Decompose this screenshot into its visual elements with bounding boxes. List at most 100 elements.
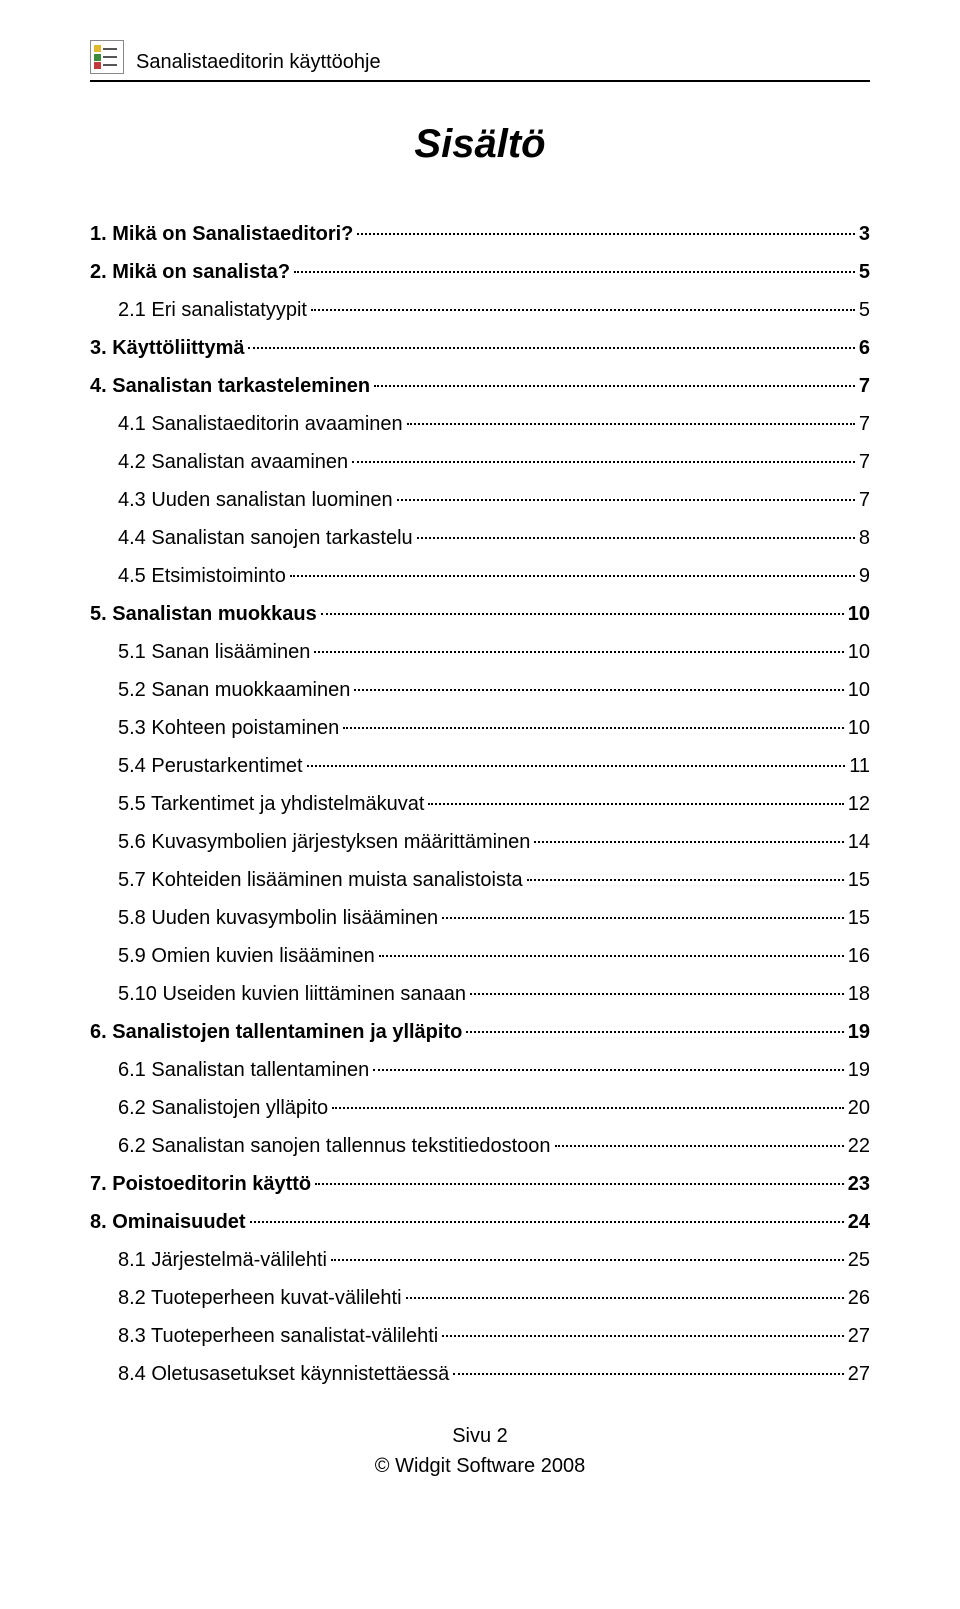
- toc-page-number: 10: [848, 635, 870, 669]
- toc-dots: [453, 1373, 843, 1375]
- toc-page-number: 15: [848, 863, 870, 897]
- toc-label: 5.4 Perustarkentimet: [118, 749, 303, 783]
- toc-entry: 5. Sanalistan muokkaus 10: [90, 597, 870, 631]
- toc-label: 6.1 Sanalistan tallentaminen: [118, 1053, 369, 1087]
- toc-label: 8. Ominaisuudet: [90, 1205, 246, 1239]
- toc-label: 5.6 Kuvasymbolien järjestyksen määrittäm…: [118, 825, 530, 859]
- toc-label: 8.1 Järjestelmä-välilehti: [118, 1243, 327, 1277]
- toc-label: 2. Mikä on sanalista?: [90, 255, 290, 289]
- toc-dots: [248, 347, 854, 349]
- toc-entry: 2. Mikä on sanalista? 5: [90, 255, 870, 289]
- toc-label: 4.2 Sanalistan avaaminen: [118, 445, 348, 479]
- app-logo: [90, 40, 124, 74]
- toc-dots: [343, 727, 843, 729]
- logo-square: [94, 54, 101, 61]
- toc-page-number: 10: [848, 711, 870, 745]
- logo-square: [94, 45, 101, 52]
- toc-entry: 5.7 Kohteiden lisääminen muista sanalist…: [90, 863, 870, 897]
- header-bar: Sanalistaeditorin käyttöohje: [90, 40, 870, 82]
- toc-label: 5.10 Useiden kuvien liittäminen sanaan: [118, 977, 466, 1011]
- logo-row: [94, 45, 120, 52]
- toc-label: 5.9 Omien kuvien lisääminen: [118, 939, 375, 973]
- toc-dots: [428, 803, 843, 805]
- toc-label: 5.3 Kohteen poistaminen: [118, 711, 339, 745]
- toc-entry: 3. Käyttöliittymä 6: [90, 331, 870, 365]
- toc-label: 5.5 Tarkentimet ja yhdistelmäkuvat: [118, 787, 424, 821]
- toc-page-number: 5: [859, 293, 870, 327]
- document-title: Sisältö: [90, 122, 870, 167]
- toc-entry: 5.10 Useiden kuvien liittäminen sanaan 1…: [90, 977, 870, 1011]
- toc-entry: 4.4 Sanalistan sanojen tarkastelu 8: [90, 521, 870, 555]
- toc-dots: [331, 1259, 844, 1261]
- toc-page-number: 7: [859, 483, 870, 517]
- toc-dots: [417, 537, 855, 539]
- toc-dots: [332, 1107, 844, 1109]
- page-footer: Sivu 2 © Widgit Software 2008: [90, 1421, 870, 1481]
- table-of-contents: 1. Mikä on Sanalistaeditori? 3 2. Mikä on…: [90, 217, 870, 1391]
- toc-label: 2.1 Eri sanalistatyypit: [118, 293, 307, 327]
- toc-page-number: 7: [859, 407, 870, 441]
- toc-page-number: 27: [848, 1357, 870, 1391]
- toc-dots: [466, 1031, 843, 1033]
- toc-page-number: 20: [848, 1091, 870, 1125]
- toc-label: 5.2 Sanan muokkaaminen: [118, 673, 350, 707]
- toc-dots: [374, 385, 855, 387]
- toc-entry: 6.1 Sanalistan tallentaminen 19: [90, 1053, 870, 1087]
- toc-label: 5.1 Sanan lisääminen: [118, 635, 310, 669]
- toc-entry: 5.2 Sanan muokkaaminen 10: [90, 673, 870, 707]
- toc-label: 4.1 Sanalistaeditorin avaaminen: [118, 407, 403, 441]
- toc-page-number: 15: [848, 901, 870, 935]
- toc-page-number: 3: [859, 217, 870, 251]
- toc-dots: [406, 1297, 844, 1299]
- toc-entry: 8.3 Tuoteperheen sanalistat-välilehti 27: [90, 1319, 870, 1353]
- toc-page-number: 27: [848, 1319, 870, 1353]
- toc-entry: 5.4 Perustarkentimet 11: [90, 749, 870, 783]
- toc-page-number: 19: [848, 1053, 870, 1087]
- page-number: Sivu 2: [90, 1421, 870, 1451]
- toc-page-number: 22: [848, 1129, 870, 1163]
- toc-entry: 5.9 Omien kuvien lisääminen 16: [90, 939, 870, 973]
- toc-entry: 4.5 Etsimistoiminto 9: [90, 559, 870, 593]
- toc-entry: 4.2 Sanalistan avaaminen 7: [90, 445, 870, 479]
- toc-dots: [294, 271, 855, 273]
- toc-entry: 6.2 Sanalistojen ylläpito 20: [90, 1091, 870, 1125]
- toc-label: 6. Sanalistojen tallentaminen ja ylläpit…: [90, 1015, 462, 1049]
- toc-dots: [311, 309, 855, 311]
- toc-entry: 5.6 Kuvasymbolien järjestyksen määrittäm…: [90, 825, 870, 859]
- toc-entry: 4.1 Sanalistaeditorin avaaminen 7: [90, 407, 870, 441]
- toc-label: 7. Poistoeditorin käyttö: [90, 1167, 311, 1201]
- toc-page-number: 8: [859, 521, 870, 555]
- toc-dots: [373, 1069, 843, 1071]
- toc-dots: [315, 1183, 844, 1185]
- toc-label: 5.8 Uuden kuvasymbolin lisääminen: [118, 901, 438, 935]
- toc-dots: [442, 1335, 844, 1337]
- toc-dots: [397, 499, 855, 501]
- toc-page-number: 10: [848, 673, 870, 707]
- toc-dots: [527, 879, 844, 881]
- toc-entry: 7. Poistoeditorin käyttö 23: [90, 1167, 870, 1201]
- toc-entry: 4.3 Uuden sanalistan luominen 7: [90, 483, 870, 517]
- toc-dots: [534, 841, 843, 843]
- toc-page-number: 10: [848, 597, 870, 631]
- logo-square: [94, 62, 101, 69]
- toc-dots: [379, 955, 844, 957]
- toc-label: 1. Mikä on Sanalistaeditori?: [90, 217, 353, 251]
- toc-dots: [555, 1145, 844, 1147]
- toc-label: 6.2 Sanalistojen ylläpito: [118, 1091, 328, 1125]
- toc-dots: [407, 423, 855, 425]
- toc-entry: 1. Mikä on Sanalistaeditori? 3: [90, 217, 870, 251]
- copyright: © Widgit Software 2008: [90, 1451, 870, 1481]
- toc-page-number: 5: [859, 255, 870, 289]
- toc-label: 6.2 Sanalistan sanojen tallennus tekstit…: [118, 1129, 551, 1163]
- toc-entry: 8. Ominaisuudet 24: [90, 1205, 870, 1239]
- toc-dots: [314, 651, 843, 653]
- toc-page-number: 11: [849, 749, 870, 783]
- toc-page-number: 12: [848, 787, 870, 821]
- toc-page-number: 14: [848, 825, 870, 859]
- toc-dots: [470, 993, 844, 995]
- toc-entry: 8.2 Tuoteperheen kuvat-välilehti 26: [90, 1281, 870, 1315]
- toc-label: 8.2 Tuoteperheen kuvat-välilehti: [118, 1281, 402, 1315]
- toc-entry: 6. Sanalistojen tallentaminen ja ylläpit…: [90, 1015, 870, 1049]
- toc-label: 4.5 Etsimistoiminto: [118, 559, 286, 593]
- toc-page-number: 18: [848, 977, 870, 1011]
